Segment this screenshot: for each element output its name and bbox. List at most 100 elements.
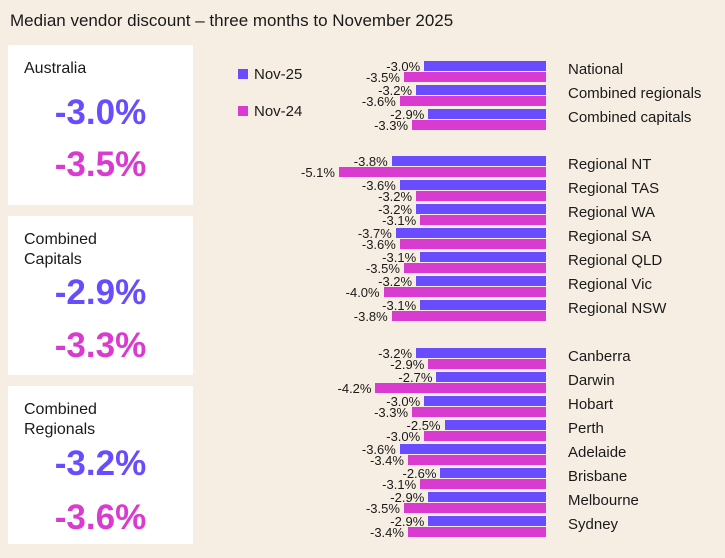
- data-label: -3.2%: [378, 83, 413, 98]
- bar-nov24: [399, 96, 546, 106]
- bar-nov25: [428, 492, 546, 502]
- bar-nov25: [391, 156, 546, 166]
- bar-nov25: [416, 348, 546, 358]
- data-label: -3.8%: [353, 154, 388, 169]
- card-value-nov25: -2.9%: [54, 273, 147, 312]
- category-label: Regional Vic: [568, 276, 652, 293]
- data-label: -2.9%: [390, 107, 425, 122]
- data-label: -3.3%: [374, 405, 409, 420]
- bar-nov25: [428, 109, 546, 119]
- category-label: Regional NSW: [568, 300, 667, 317]
- category-label: Darwin: [568, 372, 615, 389]
- data-label: -3.6%: [361, 237, 396, 252]
- card-value-nov25: -3.2%: [54, 444, 147, 483]
- card-value-nov24: -3.6%: [54, 498, 147, 537]
- bar-nov24: [420, 479, 546, 489]
- category-label: Brisbane: [568, 468, 628, 485]
- bar-nov25: [416, 85, 546, 95]
- category-label: Sydney: [568, 516, 619, 533]
- bar-nov24: [375, 383, 546, 393]
- data-label: -3.0%: [386, 394, 421, 409]
- bar-nov25: [420, 252, 546, 262]
- bar-nov24: [420, 215, 546, 225]
- bar-nov25: [424, 396, 546, 406]
- bar-nov24: [407, 527, 546, 537]
- legend-swatch: [238, 69, 248, 79]
- category-label: Regional WA: [568, 204, 655, 221]
- card-value-nov24: -3.5%: [54, 145, 147, 184]
- data-label: -3.4%: [370, 525, 404, 540]
- data-label: -3.6%: [361, 94, 396, 109]
- category-label: Regional TAS: [568, 180, 660, 197]
- category-label: National: [568, 61, 624, 78]
- category-label: Adelaide: [568, 444, 627, 461]
- bar-nov25: [416, 204, 546, 214]
- category-label: Hobart: [568, 396, 614, 413]
- data-label: -3.6%: [361, 442, 396, 457]
- card-title: Australia: [24, 60, 87, 77]
- legend-item-nov25: Nov-25: [238, 66, 302, 83]
- data-label: -3.5%: [365, 261, 400, 276]
- data-label: -3.7%: [357, 226, 392, 241]
- bar-nov24: [407, 455, 546, 465]
- card-title: Combined Regionals: [24, 401, 97, 438]
- data-label: -2.7%: [398, 370, 433, 385]
- category-label: Canberra: [568, 348, 631, 365]
- bar-nov24: [391, 311, 546, 321]
- data-label: -3.0%: [386, 429, 421, 444]
- data-label: -3.1%: [382, 477, 417, 492]
- card-combined-regionals: Combined Regionals -3.2% -3.6%: [8, 386, 193, 544]
- bar-nov24: [403, 503, 546, 513]
- bar-nov25: [428, 516, 546, 526]
- data-label: -3.4%: [370, 453, 404, 468]
- category-label: Perth: [568, 420, 604, 437]
- data-label: -2.6%: [402, 466, 437, 481]
- bar-nov25: [420, 300, 546, 310]
- bar-nov25: [416, 276, 546, 286]
- data-label: -3.1%: [382, 298, 417, 313]
- data-label: -3.0%: [386, 59, 421, 74]
- bar-nov25: [399, 444, 546, 454]
- data-label: -3.5%: [365, 501, 400, 516]
- card-australia: Australia -3.0% -3.5%: [8, 45, 193, 205]
- bar-nov24: [383, 287, 546, 297]
- bar-nov24: [338, 167, 546, 177]
- data-label: -3.2%: [378, 189, 413, 204]
- bar-nov24: [412, 407, 546, 417]
- bar-nov24: [399, 239, 546, 249]
- data-label: -3.8%: [353, 309, 388, 324]
- data-label: -3.3%: [374, 118, 409, 133]
- bar-nov25: [399, 180, 546, 190]
- legend-label: Nov-25: [254, 66, 303, 83]
- card-combined-capitals: Combined Capitals -2.9% -3.3%: [8, 216, 193, 375]
- bar-nov25: [424, 61, 546, 71]
- bar-nov25: [440, 468, 546, 478]
- category-label: Regional NT: [568, 156, 652, 173]
- category-label: Melbourne: [568, 492, 639, 509]
- bar-nov25: [436, 372, 546, 382]
- legend-item-nov24: Nov-24: [238, 103, 302, 120]
- category-label: Combined capitals: [568, 109, 692, 126]
- data-label: -3.1%: [382, 213, 417, 228]
- data-label: -3.2%: [378, 346, 413, 361]
- data-label: -3.2%: [378, 274, 413, 289]
- data-label: -3.2%: [378, 202, 413, 217]
- bar-nov24: [416, 191, 546, 201]
- data-label: -3.6%: [361, 178, 396, 193]
- data-label: -3.1%: [382, 250, 417, 265]
- legend-swatch: [238, 106, 248, 116]
- data-label: -2.9%: [390, 490, 425, 505]
- bar-nov24: [412, 120, 546, 130]
- card-value-nov25: -3.0%: [54, 93, 147, 132]
- card-title: Combined Capitals: [24, 231, 97, 268]
- data-label: -4.0%: [345, 285, 380, 300]
- bar-nov25: [395, 228, 546, 238]
- bar-nov24: [428, 359, 546, 369]
- category-label: Regional SA: [568, 228, 652, 245]
- chart-title: Median vendor discount – three months to…: [10, 11, 454, 30]
- category-label: Regional QLD: [568, 252, 663, 269]
- bar-nov25: [444, 420, 546, 430]
- data-label: -5.1%: [300, 165, 335, 180]
- bar-nov24: [403, 72, 546, 82]
